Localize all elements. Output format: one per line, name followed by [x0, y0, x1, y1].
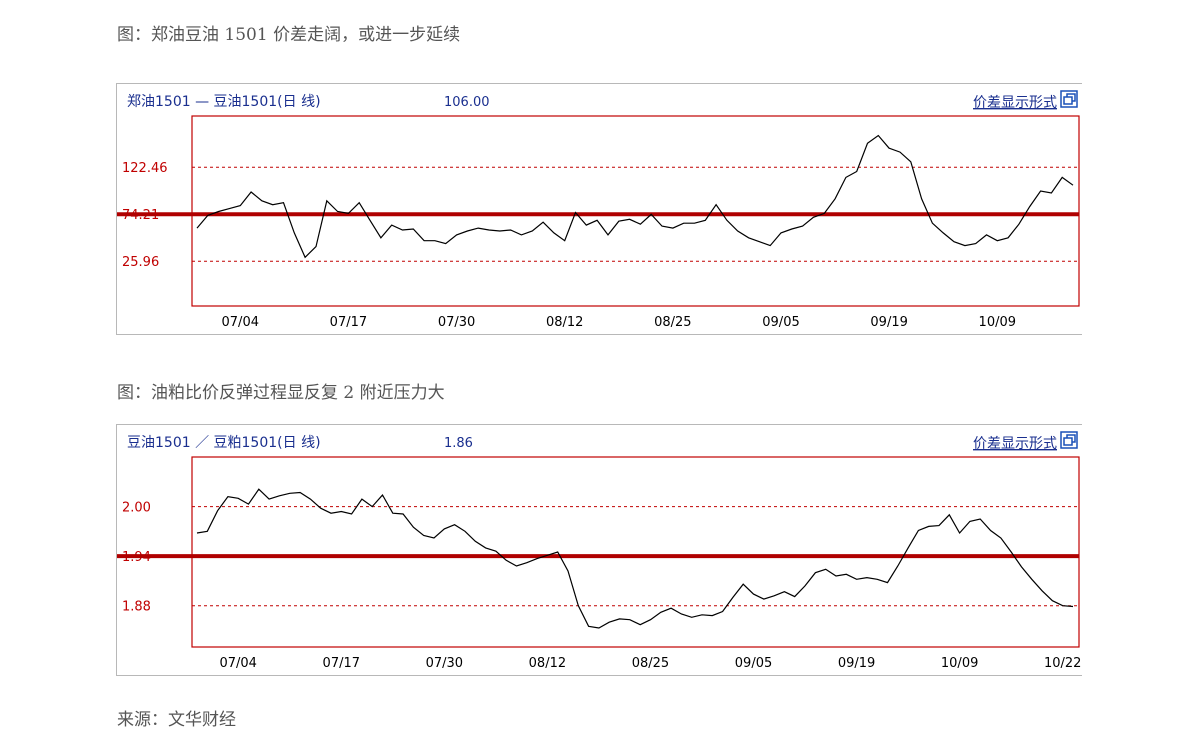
x-tick-label: 08/25 [654, 315, 691, 330]
x-tick-label: 07/04 [222, 315, 259, 330]
window-restore-icon[interactable] [1060, 431, 1078, 449]
x-tick-label: 09/05 [762, 315, 799, 330]
chart1-panel: 郑油1501 — 豆油1501(日 线)106.00价差显示形式122.4674… [116, 83, 1082, 335]
x-tick-label: 09/19 [838, 656, 875, 671]
current-value: 1.86 [444, 436, 473, 451]
current-value: 106.00 [444, 95, 490, 110]
chart2-caption: 图：油粕比价反弹过程显反复 2 附近压力大 [117, 383, 445, 403]
x-tick-label: 08/12 [546, 315, 583, 330]
x-tick-label: 07/17 [330, 315, 367, 330]
series-line [196, 488, 1074, 629]
y-tick-label: 25.96 [122, 255, 159, 270]
plot-frame [191, 115, 1080, 307]
x-tick-label: 10/09 [979, 315, 1016, 330]
series-line [196, 134, 1074, 259]
x-tick-label: 07/30 [438, 315, 475, 330]
x-tick-label: 08/12 [529, 656, 566, 671]
chart-title: 豆油1501 ／ 豆粕1501(日 线) [127, 435, 321, 451]
x-tick-label: 09/05 [735, 656, 772, 671]
display-mode-link[interactable]: 价差显示形式 [973, 436, 1057, 452]
x-tick-label: 09/19 [870, 315, 907, 330]
window-restore-icon[interactable] [1060, 90, 1078, 108]
x-tick-label: 07/17 [323, 656, 360, 671]
chart2-panel: 豆油1501 ／ 豆粕1501(日 线)1.86价差显示形式2.001.941.… [116, 424, 1082, 676]
x-tick-label: 07/04 [219, 656, 256, 671]
display-mode-link[interactable]: 价差显示形式 [973, 95, 1057, 111]
y-tick-label: 122.46 [122, 161, 168, 176]
chart1-caption: 图：郑油豆油 1501 价差走阔，或进一步延续 [117, 25, 461, 45]
x-tick-label: 08/25 [632, 656, 669, 671]
plot-frame [191, 456, 1080, 648]
y-tick-label: 1.88 [122, 600, 151, 615]
x-tick-label: 07/30 [426, 656, 463, 671]
chart-title: 郑油1501 — 豆油1501(日 线) [127, 94, 321, 110]
chart2-svg: 豆油1501 ／ 豆粕1501(日 线)1.86价差显示形式2.001.941.… [117, 431, 1081, 671]
x-tick-label: 10/09 [941, 656, 978, 671]
x-tick-label: 10/22 [1044, 656, 1081, 671]
chart1-svg: 郑油1501 — 豆油1501(日 线)106.00价差显示形式122.4674… [117, 90, 1080, 330]
source-caption: 来源：文华财经 [117, 710, 236, 730]
y-tick-label: 2.00 [122, 501, 151, 516]
